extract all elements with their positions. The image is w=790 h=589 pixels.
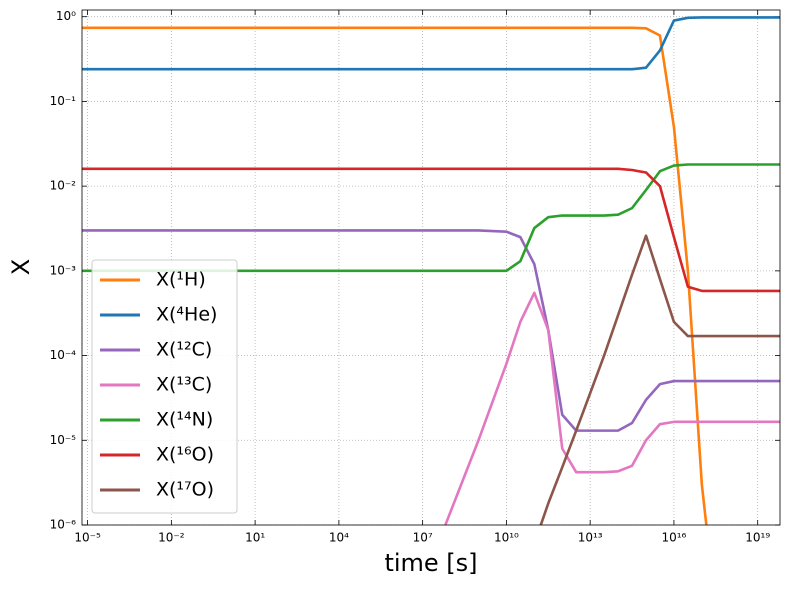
plot-area <box>82 16 780 525</box>
legend-label: X(¹H) <box>156 269 206 291</box>
series-line <box>82 163 780 273</box>
series-line <box>82 26 708 525</box>
x-axis-label: time [s] <box>384 549 477 577</box>
y-tick-label: 10⁻¹ <box>50 94 77 108</box>
legend-box <box>91 259 238 514</box>
y-tick-label: 10⁻⁵ <box>50 433 77 447</box>
legend-label: X(¹⁷O) <box>156 479 214 501</box>
legend-label: X(¹⁶O) <box>156 444 214 466</box>
x-tick-label: 10⁴ <box>329 531 349 545</box>
y-tick-label: 10⁻⁶ <box>50 518 77 532</box>
x-tick-label: 10⁻² <box>158 531 185 545</box>
series-line <box>82 167 780 293</box>
x-tick-label: 10⁻⁵ <box>74 531 101 545</box>
x-tick-label: 10¹⁹ <box>745 531 770 545</box>
series-line <box>82 16 780 71</box>
y-axis-label: X <box>7 259 35 275</box>
legend: X(¹H) X(⁴He) X(¹²C) X(¹³C) X(¹⁴N) X(¹⁶O) X(¹⁷O… <box>91 259 238 514</box>
y-tick-label: 10⁰ <box>56 9 76 23</box>
legend-label: X(¹²C) <box>156 339 212 361</box>
x-tick-label: 10⁷ <box>413 531 433 545</box>
y-tick-label: 10⁻² <box>50 179 77 193</box>
plot-frame <box>81 9 781 526</box>
legend-label: X(¹³C) <box>156 374 212 396</box>
x-tick-label: 10¹ <box>245 531 265 545</box>
x-tick-label: 10¹⁰ <box>494 531 519 545</box>
x-tick-label: 10¹³ <box>578 531 603 545</box>
legend-label: X(¹⁴N) <box>156 409 213 431</box>
series-line <box>443 291 780 525</box>
x-tick-label: 10¹⁶ <box>661 531 686 545</box>
series-line <box>539 234 780 525</box>
legend-label: X(⁴He) <box>156 304 217 326</box>
y-tick-label: 10⁻³ <box>50 263 77 277</box>
y-tick-label: 10⁻⁴ <box>50 348 77 362</box>
series-line <box>82 229 780 432</box>
